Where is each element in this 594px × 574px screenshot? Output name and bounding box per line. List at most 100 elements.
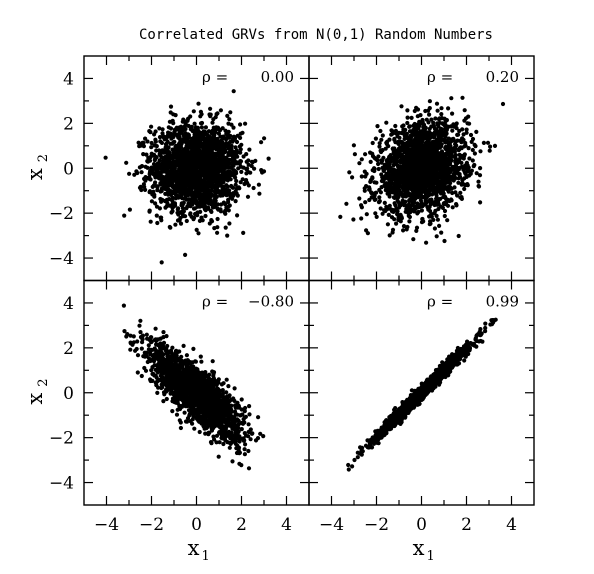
data-point <box>396 185 401 190</box>
data-point <box>424 240 429 245</box>
data-point <box>150 171 156 176</box>
data-point <box>427 191 432 196</box>
data-point <box>474 171 479 176</box>
data-point <box>203 431 208 436</box>
data-point <box>234 148 239 153</box>
data-point <box>394 154 399 160</box>
y-tick-label: 2 <box>63 114 74 134</box>
data-point <box>213 115 218 120</box>
data-point <box>446 144 451 149</box>
data-point <box>435 184 440 189</box>
data-point <box>438 204 443 209</box>
data-point <box>419 151 424 156</box>
data-point <box>243 121 248 126</box>
data-point <box>221 176 226 181</box>
data-point <box>380 133 385 138</box>
data-point <box>410 203 415 208</box>
data-point <box>197 134 202 140</box>
data-point <box>201 147 206 153</box>
data-point <box>174 412 180 417</box>
data-point <box>437 187 442 192</box>
data-point <box>203 183 208 188</box>
data-point <box>427 112 432 117</box>
data-point <box>179 141 184 146</box>
data-point <box>459 140 464 145</box>
data-point <box>390 129 395 134</box>
data-point <box>187 151 192 156</box>
data-point <box>376 166 381 172</box>
data-point <box>456 132 461 137</box>
data-point <box>259 168 264 173</box>
data-point <box>180 191 185 196</box>
data-point <box>230 459 235 464</box>
data-point <box>240 177 245 182</box>
data-point <box>152 163 157 168</box>
data-point <box>478 200 483 205</box>
data-point <box>375 158 380 163</box>
data-point <box>387 161 392 166</box>
data-point <box>464 160 469 165</box>
data-point <box>192 194 197 199</box>
data-point <box>181 161 186 166</box>
data-point <box>412 121 417 127</box>
data-point <box>173 176 179 181</box>
data-point <box>394 159 399 164</box>
data-point <box>184 197 189 202</box>
data-point <box>384 120 389 125</box>
data-point <box>194 198 199 204</box>
data-point <box>386 166 391 171</box>
data-point <box>199 171 204 176</box>
data-point <box>423 146 428 151</box>
data-point <box>415 211 420 216</box>
data-point <box>396 139 401 144</box>
data-point <box>215 202 220 207</box>
data-point <box>152 132 157 137</box>
data-point <box>124 160 129 165</box>
data-point <box>392 176 397 181</box>
data-point <box>338 214 343 219</box>
data-point <box>205 141 210 146</box>
data-point <box>154 204 160 209</box>
data-point <box>456 233 461 239</box>
data-point <box>249 159 255 164</box>
data-point <box>394 190 399 195</box>
data-point <box>374 214 379 219</box>
data-point <box>438 170 443 175</box>
data-point <box>186 116 191 121</box>
data-point <box>198 141 203 146</box>
data-point <box>165 184 170 189</box>
data-point <box>198 183 203 188</box>
data-point <box>436 131 441 137</box>
data-point <box>242 409 247 414</box>
data-point <box>412 108 417 114</box>
data-point <box>365 231 370 236</box>
data-point <box>387 137 392 142</box>
data-point <box>444 127 449 133</box>
data-point <box>460 136 465 141</box>
data-point <box>218 108 223 113</box>
data-point <box>461 132 466 137</box>
data-point <box>380 158 385 163</box>
data-point <box>476 184 482 189</box>
data-point <box>427 147 432 152</box>
data-point <box>473 144 478 149</box>
data-point <box>238 131 243 136</box>
data-point <box>136 140 141 145</box>
data-point <box>172 139 177 144</box>
data-point <box>184 157 189 162</box>
data-point <box>398 219 403 224</box>
data-point <box>379 137 384 142</box>
data-point <box>245 166 250 171</box>
data-point <box>203 125 208 130</box>
data-point <box>443 140 448 145</box>
data-point <box>163 191 168 196</box>
data-point <box>226 191 231 196</box>
data-point <box>233 199 238 204</box>
data-point <box>377 195 382 200</box>
data-point <box>211 174 216 179</box>
data-point <box>460 95 465 100</box>
data-point <box>246 183 251 188</box>
data-point <box>122 213 127 218</box>
data-point <box>427 106 432 111</box>
